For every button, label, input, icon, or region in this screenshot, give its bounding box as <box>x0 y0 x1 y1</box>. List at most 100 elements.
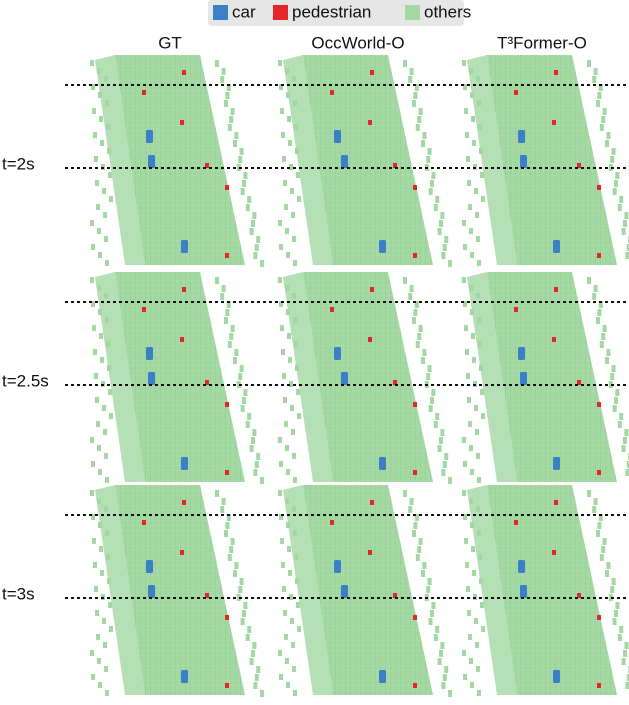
occupancy-fragment <box>474 618 478 624</box>
occupancy-fragment <box>105 477 109 483</box>
occupancy-fragment <box>104 236 108 242</box>
occupancy-fragment <box>98 682 102 688</box>
occupancy-fragment <box>612 578 616 585</box>
occupancy-fragment <box>252 429 256 436</box>
occupancy-fragment <box>228 554 232 561</box>
pedestrian-cell <box>225 402 229 407</box>
occupancy-fragment <box>594 68 598 75</box>
occupancy-fragment <box>96 421 100 427</box>
occupancy-fragment <box>224 100 228 107</box>
occupancy-fragment <box>471 116 475 122</box>
car-cell <box>148 585 155 598</box>
occupancy-fragment <box>462 220 466 226</box>
occupancy-fragment <box>238 156 242 163</box>
occupancy-fragment <box>99 116 103 122</box>
pedestrian-cell <box>330 307 334 312</box>
occupancy-fragment <box>468 421 472 427</box>
occupancy-fragment <box>412 317 416 324</box>
occupancy-panel <box>462 55 629 267</box>
occupancy-fragment <box>606 132 610 139</box>
occupancy-panel <box>278 55 452 267</box>
occupancy-fragment <box>462 490 466 496</box>
occupancy-fragment <box>465 349 469 355</box>
occupancy-fragment <box>438 228 442 235</box>
occupancy-fragment <box>260 477 264 484</box>
legend-label: pedestrian <box>292 2 371 21</box>
occupancy-fragment <box>240 365 244 372</box>
occupancy-fragment <box>606 562 610 569</box>
occupancy-fragment <box>481 626 485 632</box>
occupancy-fragment <box>95 397 99 403</box>
occupancy-fragment <box>242 610 246 617</box>
occupancy-fragment <box>419 538 423 545</box>
occupancy-fragment <box>463 461 467 467</box>
occupancy-fragment <box>422 132 426 139</box>
occupancy-fragment <box>587 490 591 497</box>
occupancy-fragment <box>480 172 484 178</box>
occupancy-fragment <box>280 108 284 114</box>
occupancy-fragment <box>439 220 443 227</box>
occupancy-fragment <box>605 140 609 147</box>
occupancy-fragment <box>94 586 98 592</box>
occupancy-fragment <box>292 236 296 242</box>
occupancy-fragment <box>613 618 617 625</box>
occupancy-fragment <box>472 357 476 363</box>
occupancy-fragment <box>241 188 245 195</box>
occupancy-fragment <box>278 277 282 283</box>
occupancy-fragment <box>225 309 229 316</box>
car-cell <box>181 240 188 253</box>
column-header: T³Former-O <box>497 33 587 52</box>
pedestrian-cell <box>180 550 184 555</box>
occupancy-fragment <box>472 140 476 146</box>
car-cell <box>518 130 525 143</box>
occupancy-fragment <box>413 522 417 529</box>
occupancy-fragment <box>287 333 291 339</box>
occupancy-fragment <box>612 148 616 155</box>
occupancy-fragment <box>434 421 438 428</box>
car-cell <box>520 585 527 598</box>
occupancy-fragment <box>251 220 255 227</box>
occupancy-fragment <box>103 642 107 648</box>
occupancy-fragment <box>91 461 95 467</box>
car-cell <box>553 240 560 253</box>
occupancy-fragment <box>96 634 100 640</box>
occupancy-fragment <box>91 244 95 250</box>
pedestrian-cell <box>330 520 334 525</box>
pedestrian-cell <box>514 307 518 312</box>
occupancy-fragment <box>596 317 600 324</box>
occupancy-fragment <box>95 610 99 616</box>
occupancy-fragment <box>408 293 412 300</box>
occupancy-fragment <box>422 562 426 569</box>
occupancy-fragment <box>465 562 469 568</box>
occupancy-fragment <box>282 586 286 592</box>
occupancy-fragment <box>278 437 282 443</box>
occupancy-fragment <box>448 260 452 267</box>
occupancy-panel <box>462 272 629 484</box>
occupancy-fragment <box>468 204 472 210</box>
occupancy-fragment <box>416 341 420 348</box>
occupancy-fragment <box>475 642 479 648</box>
pedestrian-cell <box>597 615 601 620</box>
pedestrian-cell <box>554 500 558 505</box>
occupancy-fragment <box>292 666 296 672</box>
occupancy-fragment <box>240 148 244 155</box>
occupancy-fragment <box>476 236 480 242</box>
car-cell <box>341 372 348 385</box>
occupancy-fragment <box>597 92 601 99</box>
occupancy-fragment <box>224 317 228 324</box>
occupancy-fragment <box>622 658 626 665</box>
pedestrian-cell <box>142 520 146 525</box>
car-cell <box>146 560 153 573</box>
occupancy-fragment <box>279 674 283 680</box>
occupancy-fragment <box>93 562 97 568</box>
occupancy-fragment <box>288 357 292 363</box>
pedestrian-cell <box>597 683 601 688</box>
occupancy-fragment <box>90 277 94 283</box>
occupancy-fragment <box>480 389 484 395</box>
occupancy-fragment <box>290 405 294 411</box>
occupancy-fragment <box>428 365 432 372</box>
figure: carpedestrianothersGTOccWorld-OT³Former-… <box>0 0 629 700</box>
occupancy-fragment <box>408 76 412 83</box>
car-cell <box>553 670 560 683</box>
occupancy-fragment <box>215 277 219 284</box>
